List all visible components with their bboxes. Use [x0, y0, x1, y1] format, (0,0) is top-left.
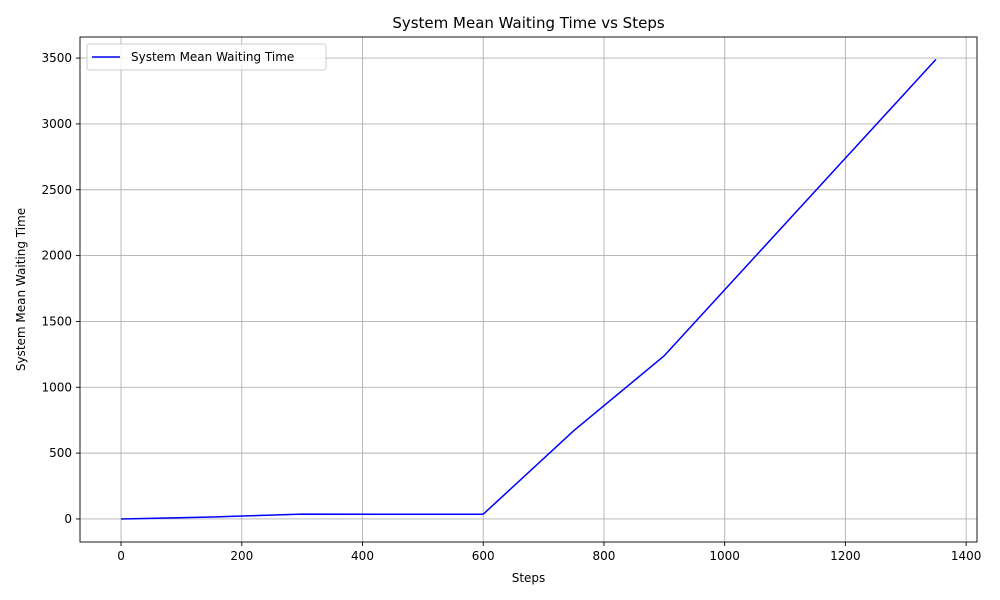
x-tick-label: 800 — [593, 549, 616, 563]
y-tick-label: 2000 — [41, 249, 72, 263]
legend-box — [86, 43, 327, 71]
chart-title: System Mean Waiting Time vs Steps — [392, 14, 665, 32]
series-layer — [121, 58, 937, 520]
y-tick-label: 3000 — [41, 117, 72, 131]
series-line — [121, 58, 937, 520]
x-tick-label: 1000 — [709, 549, 740, 563]
x-tick-label: 1200 — [830, 549, 861, 563]
x-tick-label: 0 — [117, 549, 125, 563]
x-axis-label: Steps — [512, 571, 546, 585]
y-axis-label: System Mean Waiting Time — [14, 208, 28, 371]
y-tick-label: 3500 — [41, 51, 72, 65]
legend: System Mean Waiting Time — [86, 43, 327, 71]
x-tick-label: 400 — [351, 549, 374, 563]
x-tick-label: 600 — [472, 549, 495, 563]
x-axis-ticks: 0 200 400 600 800 1000 1200 1400 — [117, 542, 981, 563]
x-tick-label: 200 — [230, 549, 253, 563]
y-tick-label: 1000 — [41, 380, 72, 394]
y-axis-ticks: 0 500 1000 1500 2000 2500 3000 3500 — [41, 51, 80, 526]
legend-label: System Mean Waiting Time — [131, 50, 294, 64]
y-tick-label: 0 — [64, 512, 72, 526]
y-tick-label: 500 — [49, 446, 72, 460]
x-tick-label: 1400 — [951, 549, 982, 563]
y-tick-label: 2500 — [41, 183, 72, 197]
y-tick-label: 1500 — [41, 314, 72, 328]
plot-frame — [79, 36, 978, 543]
